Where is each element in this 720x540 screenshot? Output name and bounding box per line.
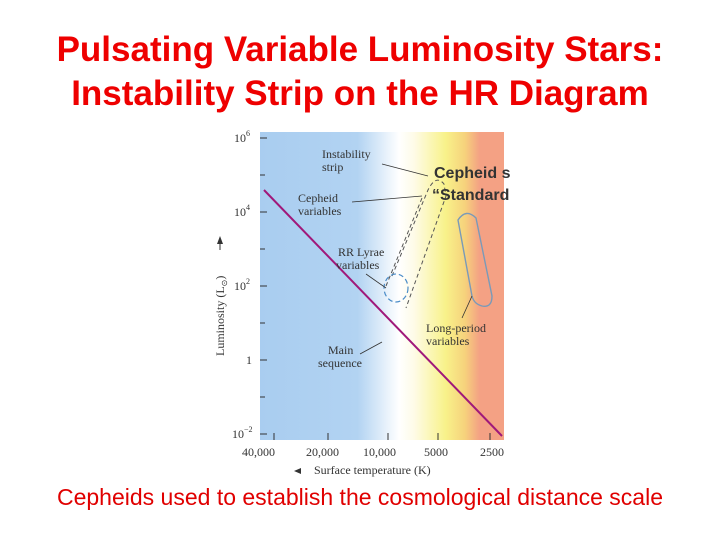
x-tick-marks <box>273 433 491 440</box>
annotation-pointers <box>351 163 473 355</box>
long-period-region <box>457 212 493 307</box>
temperature-color-band <box>260 132 504 440</box>
x-tick-label-3: 10,000 <box>363 445 396 459</box>
instability-strip-label: Instability strip <box>322 147 371 174</box>
long-period-label: Long-period variables <box>426 321 486 348</box>
y-tick-label-3: 102 <box>234 277 250 293</box>
rr-lyrae-label: RR Lyrae variables <box>336 245 384 272</box>
x-tick-label-5: 2500 <box>480 445 504 459</box>
cepheid-variables-label: Cepheid variables <box>298 191 342 218</box>
y-axis-label: Luminosity (L⊙) <box>213 276 229 356</box>
x-tick-label-1: 40,000 <box>242 445 275 459</box>
cepheid-callout-line-2: “Standard Candles” <box>432 187 510 204</box>
x-axis-label: Surface temperature (K) <box>314 463 431 477</box>
main-sequence-label: Main sequence <box>318 343 362 370</box>
main-sequence-line <box>263 189 503 437</box>
y-tick-label-5: 10−2 <box>232 425 253 441</box>
slide-footer-caption: Cepheids used to establish the cosmologi… <box>56 484 664 510</box>
instability-strip-outline <box>385 179 447 309</box>
x-axis-arrow-icon <box>294 468 301 474</box>
x-tick-label-4: 5000 <box>424 445 448 459</box>
y-tick-marks <box>260 137 267 435</box>
cepheid-callout-line-1: Cepheid stars are <box>434 165 510 182</box>
x-tick-label-2: 20,000 <box>306 445 339 459</box>
slide-title-line-2: Instability Strip on the HR Diagram <box>71 74 649 113</box>
hr-diagram: 106 104 102 1 10−2 Luminosity (L⊙) 40,00… <box>213 129 510 477</box>
y-axis-arrow-icon <box>217 236 223 244</box>
rr-lyrae-region <box>383 273 409 303</box>
y-tick-label-1: 106 <box>234 129 250 145</box>
slide-title-line-1: Pulsating Variable Luminosity Stars: <box>56 30 664 69</box>
y-tick-label-4: 1 <box>246 353 252 367</box>
y-tick-label-2: 104 <box>234 203 250 219</box>
